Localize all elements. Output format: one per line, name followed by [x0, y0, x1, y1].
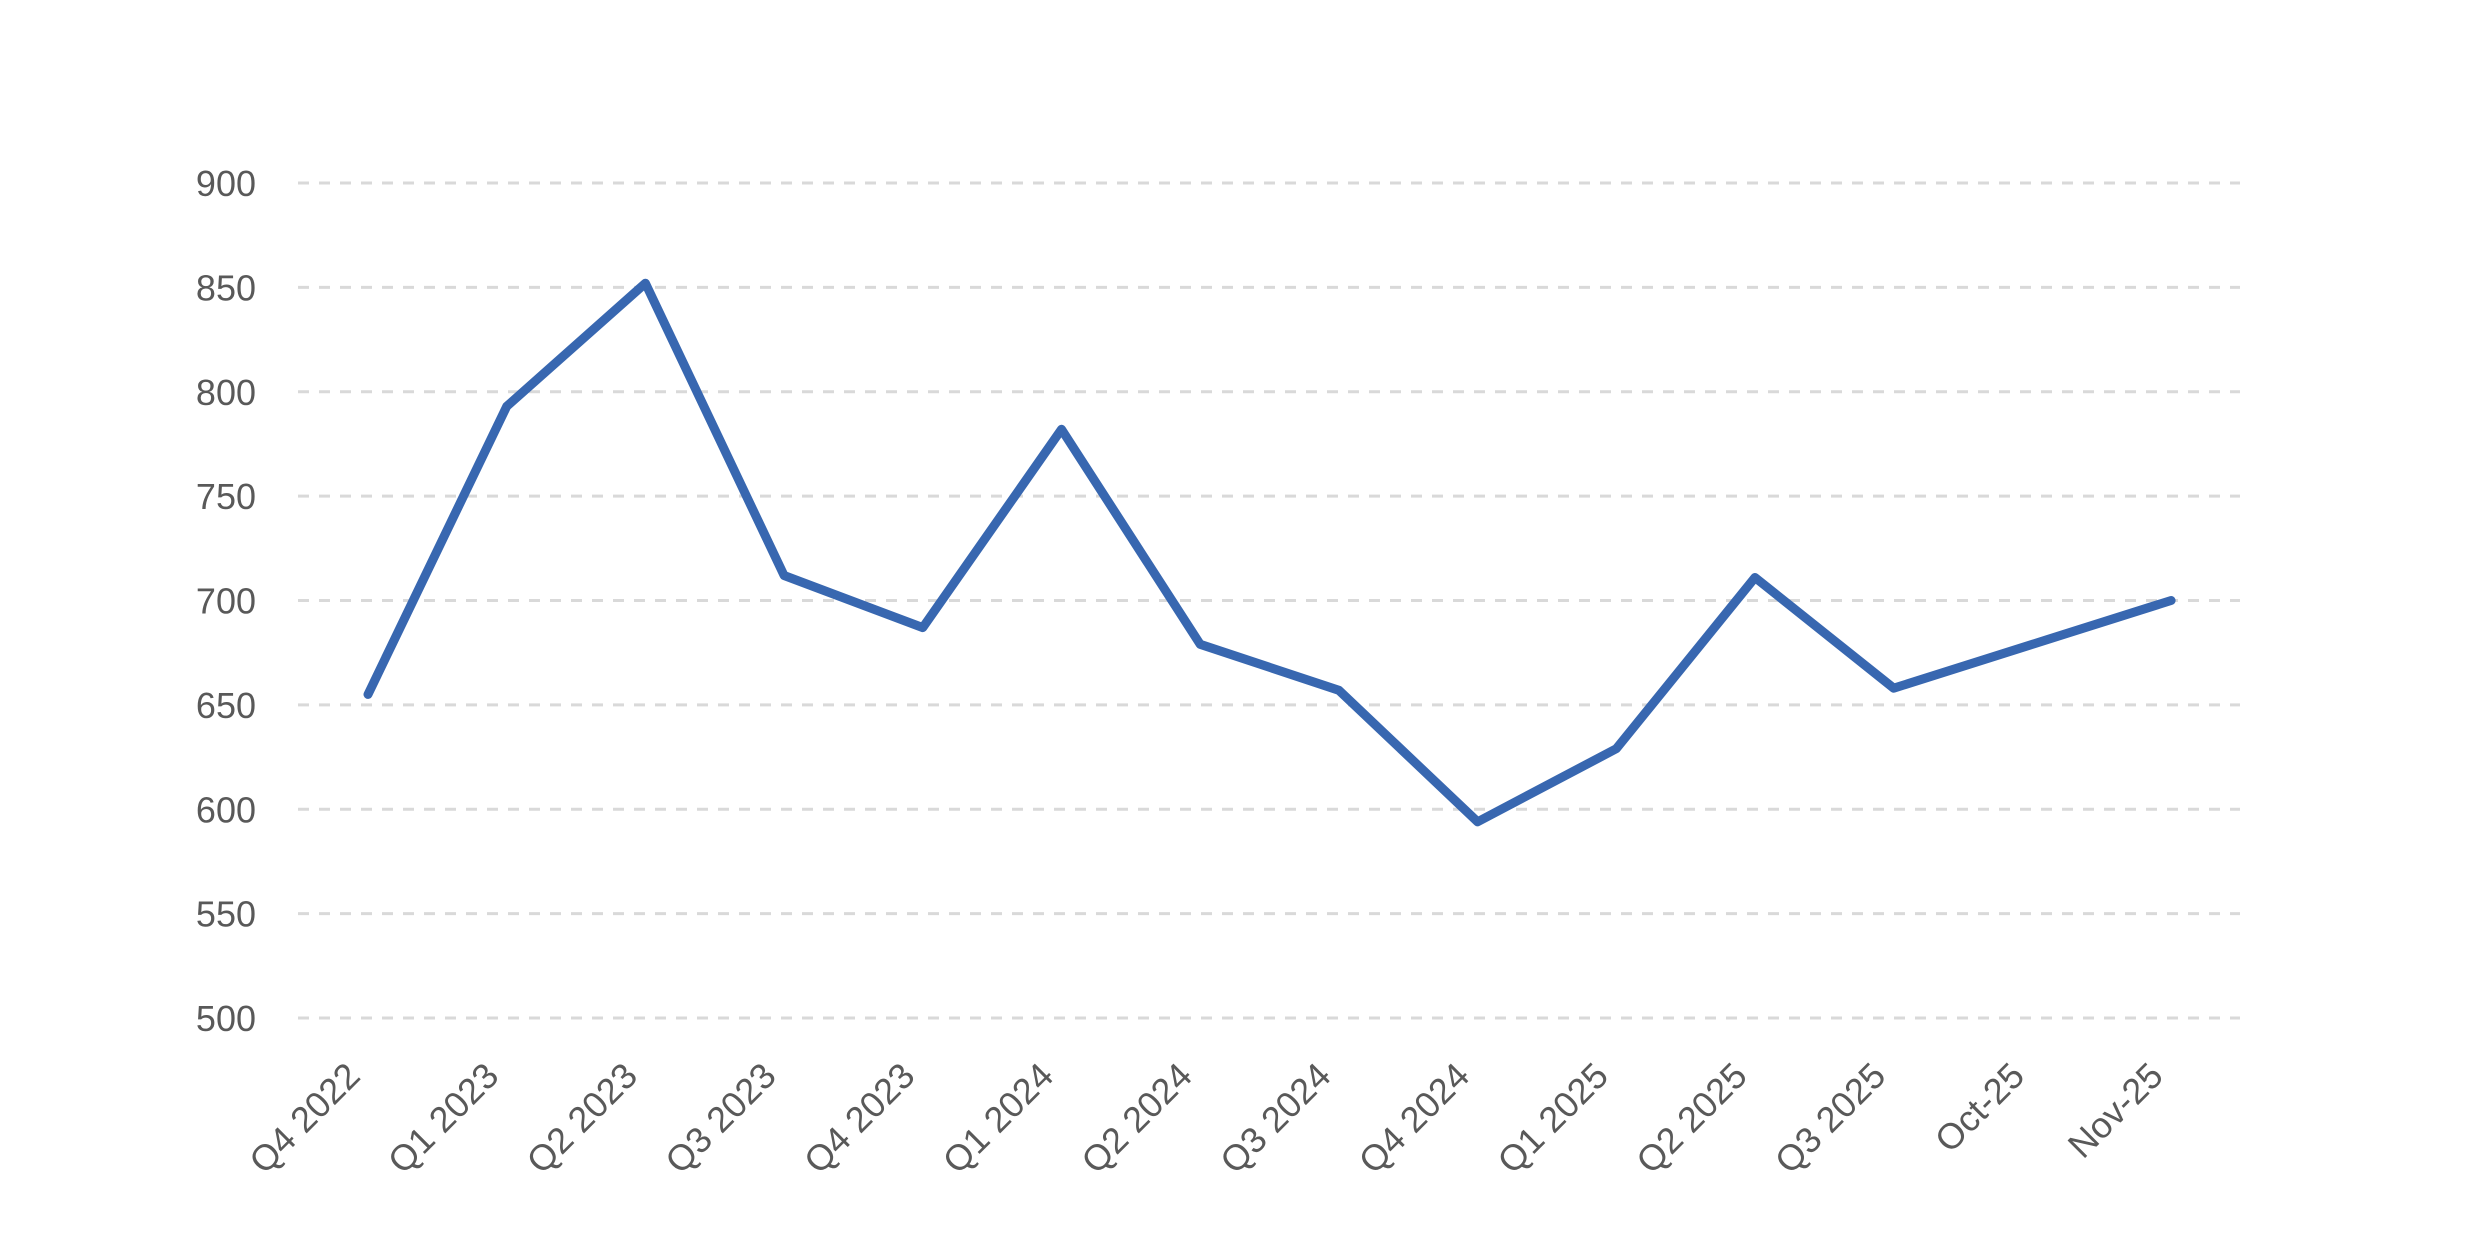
x-tick-label: Q3 2023	[657, 1055, 784, 1182]
y-tick-label: 750	[196, 476, 256, 517]
series-lines	[363, 278, 2176, 827]
x-tick-label: Q3 2025	[1767, 1055, 1894, 1182]
y-tick-label: 900	[196, 163, 256, 204]
x-tick-label: Q2 2023	[518, 1055, 645, 1182]
y-tick-label: 850	[196, 267, 256, 308]
y-tick-label: 500	[196, 998, 256, 1039]
x-tick-label: Q3 2024	[1212, 1055, 1339, 1182]
x-tick-label: Q1 2023	[380, 1055, 507, 1182]
x-tick-label: Q4 2022	[241, 1055, 368, 1182]
y-tick-label: 600	[196, 789, 256, 830]
series-line	[363, 278, 2176, 827]
x-tick-label: Q1 2024	[934, 1055, 1061, 1182]
x-tick-label: Q2 2025	[1628, 1055, 1755, 1182]
x-tick-label: Nov-25	[2060, 1055, 2171, 1166]
x-tick-label: Q2 2024	[1073, 1055, 1200, 1182]
x-tick-label: Q1 2025	[1489, 1055, 1616, 1182]
y-tick-label: 700	[196, 581, 256, 622]
gridlines	[298, 181, 2240, 1020]
x-tick-label: Q4 2023	[796, 1055, 923, 1182]
x-axis-tick-labels: Q4 2022 Q1 2023 Q2 2023 Q3 2023 Q4 2023 Q1 20…	[241, 1055, 2171, 1182]
y-tick-label: 800	[196, 372, 256, 413]
y-axis-tick-labels: 500 550 600 650 700 750 800 850 900	[196, 163, 256, 1039]
x-tick-label: Oct-25	[1927, 1055, 2032, 1160]
x-tick-label: Q4 2024	[1351, 1055, 1478, 1182]
y-tick-label: 650	[196, 685, 256, 726]
y-tick-label: 550	[196, 894, 256, 935]
